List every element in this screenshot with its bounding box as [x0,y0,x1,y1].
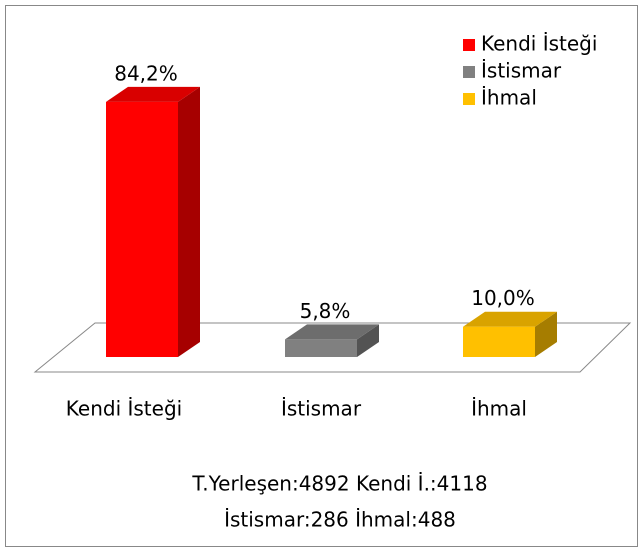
data-label: 10,0% [471,286,535,310]
bar [463,311,557,357]
legend-label: Kendi İsteği [481,32,597,56]
legend-swatch [463,66,475,78]
bar-top [463,311,557,327]
bar-side [178,86,200,358]
bar-side [357,324,379,357]
bar-side [535,311,557,357]
legend-label: İhmal [481,86,537,110]
chart-frame [5,5,638,547]
x-tick-label: Kendi İsteği [66,397,182,421]
x-tick-label: İstismar [281,397,362,421]
data-label: 84,2% [114,61,178,85]
bar [106,86,200,358]
bar-top [285,324,379,340]
bar [285,324,379,357]
bar-front [463,326,535,357]
data-label: 5,8% [300,299,351,323]
legend-swatch [463,93,475,105]
bar-front [106,101,178,358]
legend-label: İstismar [481,59,562,83]
annotation: T.Yerleşen:4892 Kendi İ.:4118 [191,472,487,496]
bar-front [285,339,357,357]
annotation: İstismar:286 İhmal:488 [224,508,456,532]
legend-swatch [463,39,475,51]
x-tick-label: İhmal [471,397,527,421]
bar-top [106,86,200,102]
